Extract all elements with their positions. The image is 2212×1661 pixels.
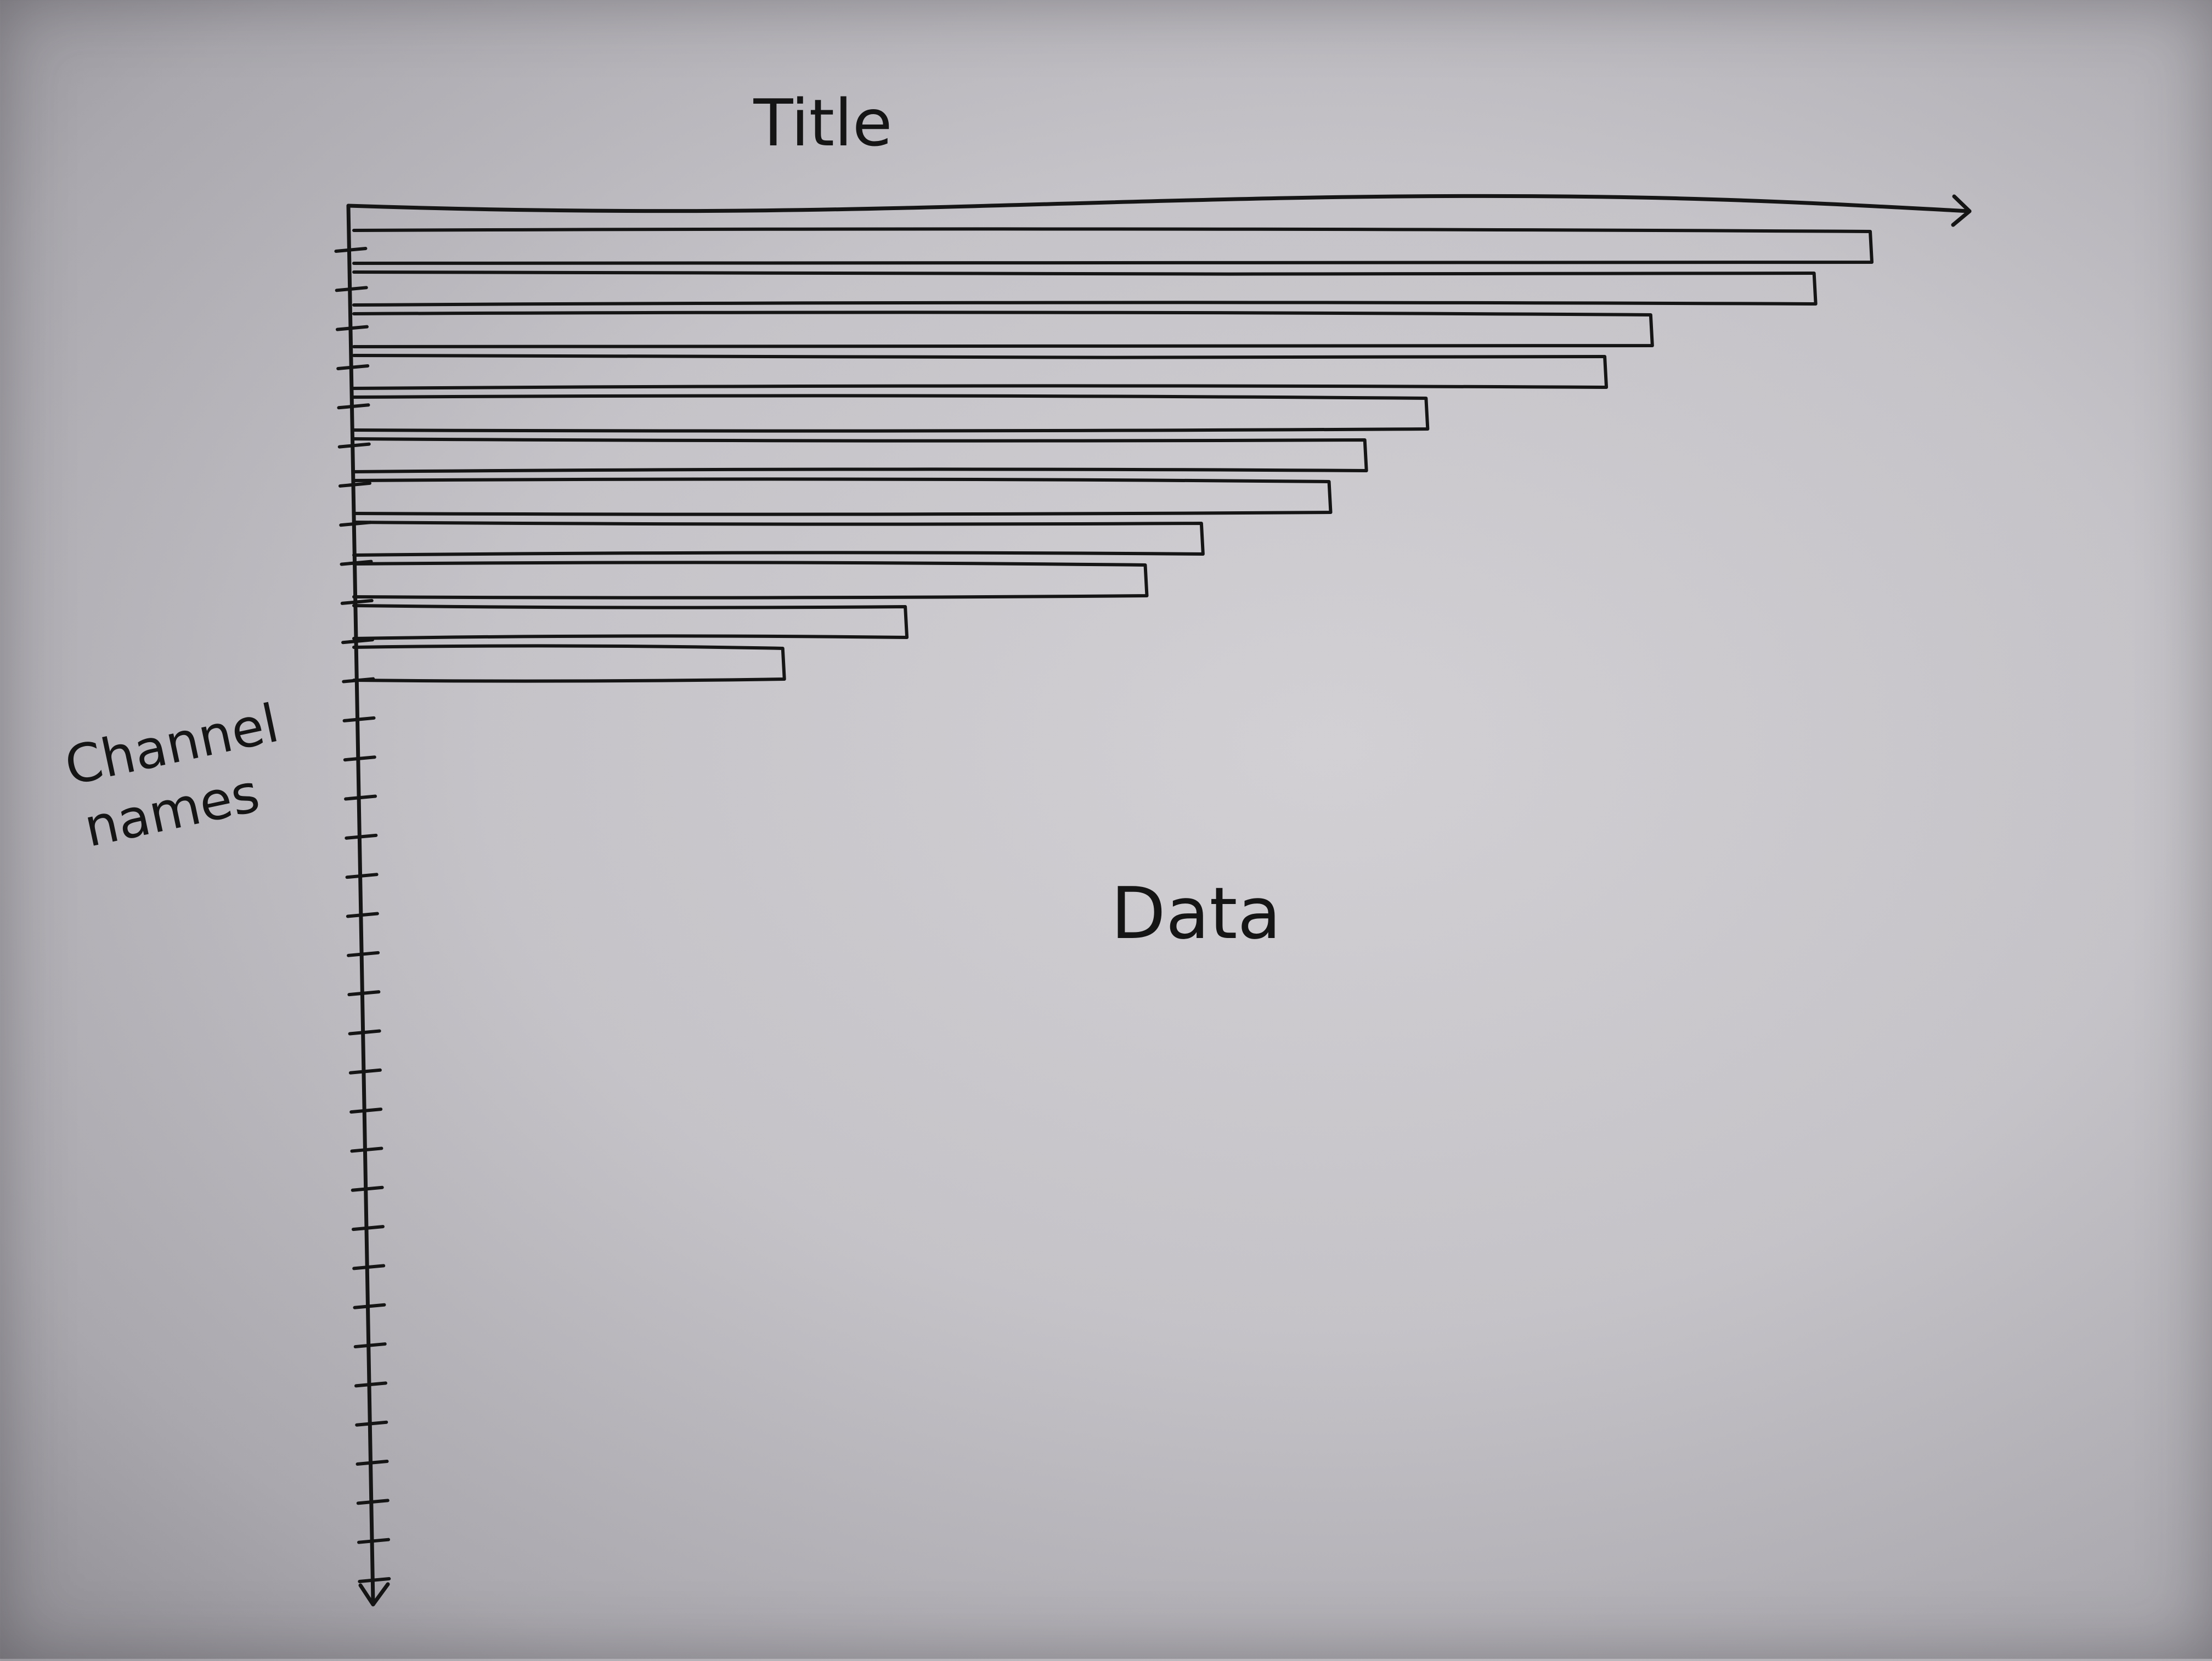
y-axis-line (346, 204, 375, 1604)
y-tick-11 (341, 638, 375, 645)
bar-8 (352, 521, 1205, 557)
y-tick-29 (353, 1342, 387, 1349)
y-tick-15 (344, 794, 377, 801)
bar-11 (352, 644, 786, 683)
y-tick-7 (338, 481, 371, 488)
y-tick-6 (337, 442, 371, 449)
bar-10 (352, 604, 909, 640)
y-tick-10 (340, 598, 374, 605)
y-tick-5 (337, 403, 370, 410)
bar-7 (352, 477, 1333, 516)
y-tick-18 (346, 912, 379, 918)
y-tick-35 (358, 1577, 391, 1583)
y-tick-19 (347, 951, 380, 957)
bar-6 (352, 437, 1368, 473)
y-tick-32 (356, 1460, 389, 1466)
y-axis-arrow (358, 1582, 390, 1607)
y-tick-30 (354, 1381, 387, 1388)
chart-title: Title (753, 85, 893, 161)
bar-1 (352, 227, 1874, 266)
y-tick-13 (342, 716, 376, 722)
y-tick-4 (336, 364, 370, 370)
y-tick-26 (351, 1225, 385, 1231)
x-axis-arrow (1951, 194, 1972, 227)
bar-5 (352, 394, 1430, 433)
y-tick-27 (352, 1264, 386, 1270)
y-tick-2 (335, 286, 368, 292)
y-tick-24 (350, 1146, 383, 1153)
y-tick-16 (345, 833, 378, 840)
y-tick-3 (335, 325, 369, 331)
bars (352, 227, 1874, 683)
x-axis-line (346, 194, 1972, 213)
y-tick-20 (347, 990, 381, 997)
bar-9 (352, 561, 1149, 600)
data-annotation: Data (1111, 872, 1281, 955)
y-tick-25 (351, 1185, 384, 1192)
y-tick-17 (345, 873, 379, 879)
y-tick-21 (348, 1029, 381, 1036)
y-tick-23 (349, 1108, 383, 1114)
y-tick-33 (356, 1499, 390, 1505)
y-tick-1 (334, 247, 368, 253)
bar-4 (352, 354, 1609, 390)
y-ticks (334, 247, 391, 1583)
bar-3 (352, 310, 1654, 349)
y-tick-34 (357, 1538, 391, 1544)
y-tick-14 (343, 755, 376, 762)
y-tick-31 (355, 1420, 388, 1427)
bar-2 (352, 270, 1818, 307)
y-tick-22 (348, 1068, 382, 1075)
y-tick-28 (353, 1303, 386, 1309)
